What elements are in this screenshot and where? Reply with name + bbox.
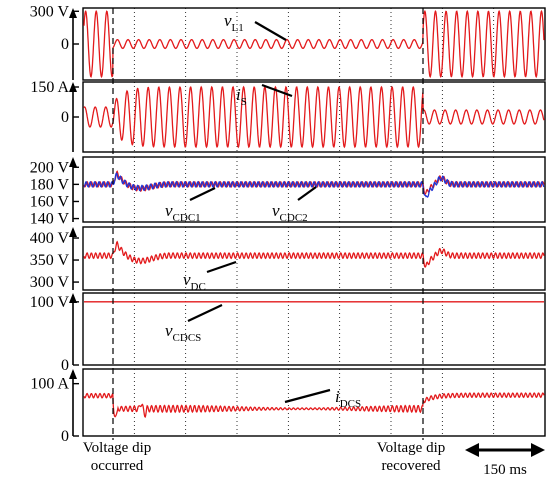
y-tick-label: 200 V (30, 159, 70, 176)
y-tick-label: 350 V (30, 252, 70, 269)
arrow-vL1 (254, 21, 287, 41)
arrow-iDCS (284, 388, 331, 404)
time-scale-label: 150 ms (483, 462, 527, 478)
y-axis-arrow (69, 8, 77, 18)
y-tick-label: 400 V (30, 230, 70, 247)
arrow-vDC (206, 260, 237, 274)
y-axis-arrow (69, 293, 77, 303)
annotation-dip-recovered-line2: recovered (381, 458, 441, 474)
arrow-vCDC1 (189, 187, 216, 201)
event-markers (112, 8, 424, 440)
y-axis-arrow (69, 227, 77, 237)
y-tick-label: 300 V (30, 274, 70, 291)
panel-frame-iDCS (82, 368, 546, 437)
arrow-iS (261, 83, 293, 98)
y-tick-label: 300 V (30, 3, 70, 20)
series-vDC (83, 240, 545, 268)
label-iDCS: iDCS (335, 387, 361, 410)
label-vCDC1: vCDC1 (165, 201, 201, 224)
annotation-dip-occurred-line1: Voltage dip (83, 440, 151, 456)
y-tick-label: 0 (61, 36, 69, 53)
label-vDC: vDC (183, 270, 206, 293)
annotation-dip-recovered-line1: Voltage dip (377, 440, 445, 456)
series-iS (83, 85, 545, 149)
y-tick-label: 140 V (30, 211, 70, 228)
y-tick-label: 0 (61, 357, 69, 374)
y-tick-label: 100 A (30, 376, 69, 393)
y-axis-arrow (69, 369, 77, 379)
panel-frame-vL1 (82, 7, 546, 81)
panel-frame-vDC (82, 226, 546, 291)
label-vCDCS: vCDCS (165, 321, 201, 344)
pointer-arrows (187, 21, 331, 404)
arrow-vCDCS (187, 304, 223, 322)
series-vL1 (83, 9, 545, 79)
panel-frame-vCDCS (82, 292, 546, 366)
label-iS: iS (236, 85, 247, 108)
y-tick-label: 160 V (30, 193, 70, 210)
panel-frame-iS (82, 81, 546, 153)
label-vL1: vL1 (224, 11, 244, 34)
y-tick-label: 0 (61, 109, 69, 126)
arrow-vCDC2 (297, 186, 317, 201)
y-tick-label: 150 A (30, 79, 69, 96)
y-tick-label: 100 V (30, 294, 70, 311)
y-axis-arrow (69, 157, 77, 167)
time-scale-bar: 150 ms (465, 443, 545, 478)
series-vCDC2 (83, 172, 545, 198)
annotation-dip-occurred-line2: occurred (91, 458, 144, 474)
y-tick-label: 0 (61, 428, 69, 445)
panel-frame-vCDC (82, 156, 546, 223)
label-vCDC2: vCDC2 (272, 201, 308, 224)
y-tick-label: 180 V (30, 176, 70, 193)
series-iDCS (83, 391, 545, 418)
